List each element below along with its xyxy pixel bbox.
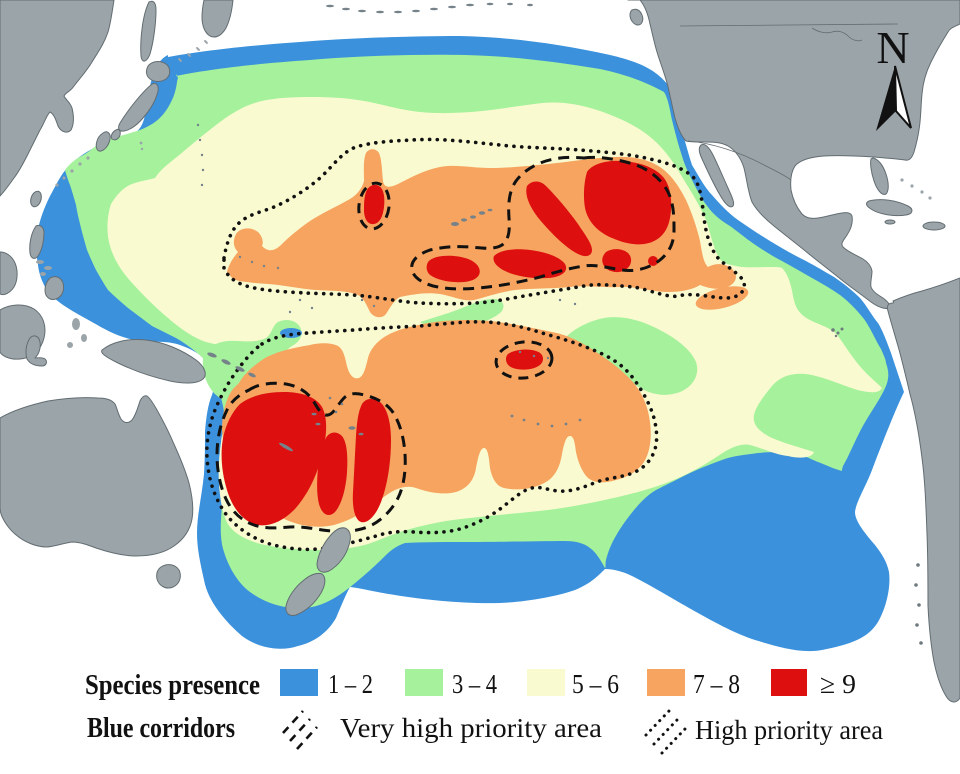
svg-text:≥ 9: ≥ 9 [820,669,856,699]
svg-text:5 – 6: 5 – 6 [572,669,619,699]
svg-text:Very high priority area: Very high priority area [340,713,602,743]
svg-text:High priority area: High priority area [695,715,883,745]
svg-text:1 – 2: 1 – 2 [328,669,373,699]
svg-text:Species presence: Species presence [85,669,260,701]
svg-text:N: N [876,22,909,73]
svg-text:3 – 4: 3 – 4 [452,669,497,699]
svg-text:Blue corridors: Blue corridors [87,712,235,744]
svg-text:7 – 8: 7 – 8 [693,669,740,699]
